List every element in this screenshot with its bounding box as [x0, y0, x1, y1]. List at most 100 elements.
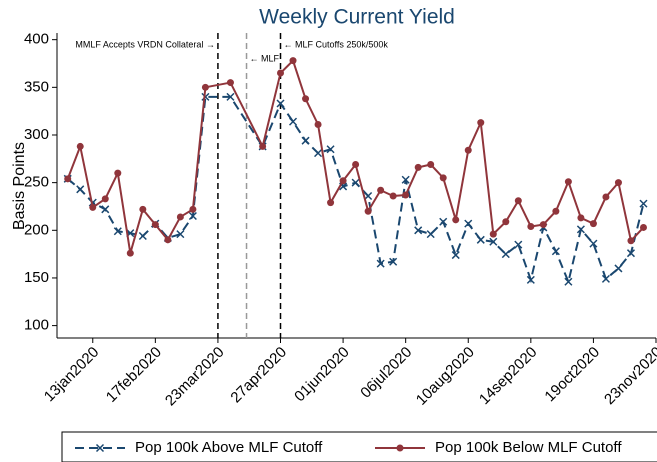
y-tick-label: 350	[24, 78, 49, 95]
marker	[126, 249, 134, 257]
marker	[464, 146, 472, 154]
marker	[364, 207, 372, 215]
x-tick-label: 01jun2020	[291, 344, 353, 406]
marker	[426, 230, 435, 239]
marker	[314, 149, 323, 158]
annotation-label: ← MLF	[250, 53, 280, 63]
marker	[589, 220, 597, 228]
legend-box	[61, 431, 657, 462]
marker	[451, 251, 460, 260]
marker	[502, 218, 510, 226]
marker	[314, 121, 322, 128]
marker	[113, 227, 122, 236]
marker	[551, 247, 560, 256]
marker	[176, 230, 185, 239]
marker	[226, 92, 235, 101]
x-tick-label: 19oct2020	[541, 344, 603, 406]
y-tick-label: 300	[24, 126, 49, 143]
y-tick-label: 400	[24, 31, 49, 48]
marker	[564, 178, 572, 186]
x-tick-label: 10aug2020	[413, 344, 478, 409]
marker	[477, 119, 485, 127]
marker	[364, 191, 373, 201]
marker	[139, 205, 147, 213]
marker	[439, 217, 448, 226]
marker	[101, 195, 109, 203]
legend-marker	[396, 444, 404, 452]
marker	[164, 236, 172, 244]
marker	[602, 193, 610, 201]
marker	[189, 205, 197, 213]
marker	[288, 117, 298, 126]
legend-label: Pop 100k Below MLF Cutoff	[435, 439, 622, 456]
x-tick-label: 14sep2020	[476, 344, 541, 409]
marker	[577, 214, 585, 222]
marker	[76, 185, 85, 194]
marker	[326, 145, 335, 154]
marker	[377, 186, 385, 194]
marker	[514, 240, 523, 249]
marker	[376, 259, 385, 268]
marker	[327, 199, 335, 207]
marker	[614, 264, 623, 273]
marker	[539, 221, 547, 229]
marker	[414, 226, 423, 235]
marker	[89, 203, 97, 211]
marker	[226, 79, 234, 87]
marker	[401, 175, 410, 184]
marker	[138, 231, 147, 241]
marker	[564, 277, 573, 286]
x-tick-label: 17feb2020	[103, 344, 165, 406]
series-line	[67, 95, 645, 286]
marker	[527, 222, 535, 230]
x-tick-label: 06jul2020	[357, 344, 415, 402]
y-tick-label: 150	[24, 269, 49, 286]
marker	[489, 237, 498, 246]
x-tick-label: 23nov2020	[601, 344, 657, 409]
marker	[351, 178, 360, 187]
marker	[402, 191, 410, 199]
marker	[639, 199, 648, 208]
legend-marker	[95, 443, 105, 453]
marker	[526, 275, 535, 284]
marker	[552, 207, 560, 215]
marker	[626, 249, 635, 258]
marker	[151, 221, 159, 229]
marker	[464, 219, 473, 228]
y-tick-label: 200	[24, 221, 49, 238]
x-tick-label: 23mar2020	[162, 344, 228, 410]
y-axis-label: Basis Points	[11, 142, 28, 230]
marker	[259, 142, 267, 150]
marker	[301, 136, 310, 145]
legend-label: Pop 100k Above MLF Cutoff	[135, 439, 323, 456]
marker	[114, 169, 122, 177]
marker	[339, 177, 347, 185]
marker	[302, 95, 310, 103]
chart-title: Weekly Current Yield	[259, 6, 455, 29]
y-tick-label: 250	[24, 174, 49, 191]
marker	[427, 161, 435, 169]
y-tick-label: 100	[24, 317, 49, 334]
marker	[289, 57, 297, 65]
marker	[489, 230, 497, 238]
marker	[601, 274, 610, 283]
x-tick-label: 13jan2020	[41, 344, 103, 406]
marker	[201, 83, 209, 91]
annotation-label: ← MLF Cutoffs 250k/500k	[284, 39, 389, 49]
marker	[639, 223, 647, 231]
marker	[277, 69, 285, 77]
x-tick-label: 27apr2020	[227, 344, 290, 407]
marker	[76, 142, 84, 150]
marker	[352, 161, 360, 169]
marker	[501, 250, 510, 259]
marker	[439, 174, 447, 182]
marker	[589, 239, 598, 248]
marker	[64, 175, 72, 183]
marker	[188, 211, 197, 221]
marker	[614, 179, 622, 187]
marker	[276, 99, 285, 108]
marker	[176, 213, 184, 221]
marker	[414, 163, 422, 171]
marker	[101, 205, 110, 214]
